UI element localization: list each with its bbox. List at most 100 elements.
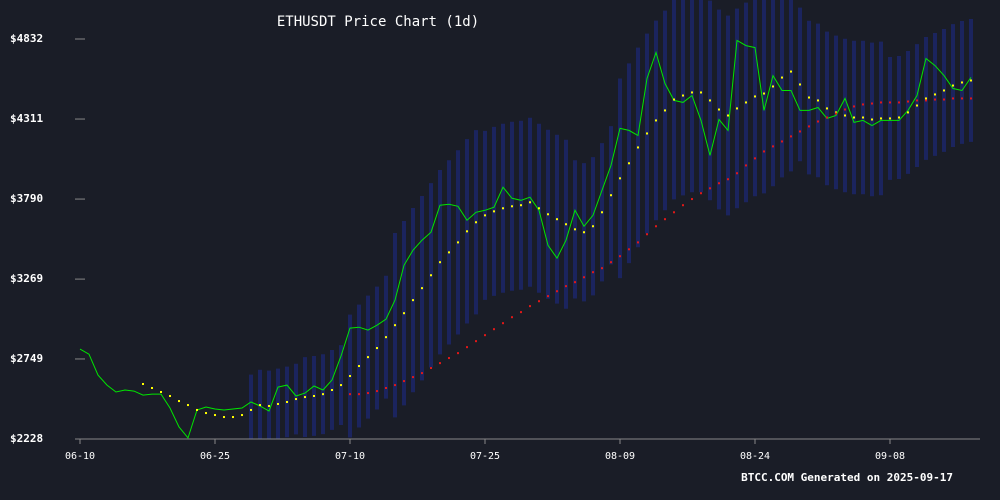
ma-dot bbox=[718, 182, 720, 185]
ma-dot bbox=[826, 107, 828, 110]
ma-dot bbox=[646, 132, 648, 135]
ma-dot bbox=[925, 99, 927, 102]
ma-dot bbox=[421, 372, 423, 375]
ma-dot bbox=[322, 393, 324, 396]
ma-dot bbox=[898, 116, 900, 119]
ma-dot bbox=[637, 241, 639, 244]
ma-dot bbox=[412, 376, 414, 379]
ma-dot bbox=[466, 230, 468, 233]
ma-dot bbox=[754, 95, 756, 98]
ma-dot bbox=[952, 97, 954, 100]
ma-dot bbox=[853, 105, 855, 108]
ma-dot bbox=[808, 96, 810, 99]
ma-dot bbox=[835, 112, 837, 115]
y-tick-label: $4832 bbox=[10, 32, 43, 45]
ma-dot bbox=[142, 383, 144, 386]
ma-dot bbox=[700, 192, 702, 195]
ma-dot bbox=[403, 380, 405, 383]
ma-dot bbox=[556, 290, 558, 293]
ma-dot bbox=[376, 390, 378, 393]
ma-dot bbox=[277, 402, 279, 405]
ma-dot bbox=[223, 416, 225, 419]
ma-dot bbox=[466, 346, 468, 349]
ma-dot bbox=[394, 384, 396, 387]
ma-dot bbox=[430, 274, 432, 277]
ma-dot bbox=[457, 352, 459, 355]
ma-dot bbox=[304, 396, 306, 399]
ma-dot bbox=[268, 404, 270, 407]
ma-dot bbox=[529, 201, 531, 204]
ma-dot bbox=[367, 392, 369, 395]
ma-dot bbox=[583, 231, 585, 234]
ma-dot bbox=[493, 328, 495, 331]
ma-dot bbox=[160, 390, 162, 393]
ma-dot bbox=[214, 414, 216, 417]
ma-dot bbox=[727, 178, 729, 181]
ma-dot bbox=[439, 362, 441, 365]
ma-dot bbox=[772, 85, 774, 88]
ma-dot bbox=[817, 99, 819, 102]
ma-dot bbox=[970, 79, 972, 82]
ma-dot bbox=[745, 101, 747, 104]
ma-dot bbox=[745, 164, 747, 167]
ma-dot bbox=[619, 177, 621, 180]
ma-dot bbox=[385, 387, 387, 390]
ma-dot bbox=[187, 404, 189, 407]
ma-dot bbox=[835, 111, 837, 114]
ma-dot bbox=[961, 97, 963, 100]
ma-dot bbox=[691, 91, 693, 94]
ma-dot bbox=[484, 214, 486, 217]
x-tick-label: 06-10 bbox=[65, 451, 95, 462]
ma-dot bbox=[790, 70, 792, 73]
ma-dot bbox=[907, 111, 909, 114]
y-tick-label: $2228 bbox=[10, 432, 43, 445]
ma-dot bbox=[511, 205, 513, 208]
ma-dot bbox=[682, 94, 684, 97]
ma-dot bbox=[790, 135, 792, 138]
ma-dot bbox=[961, 81, 963, 84]
x-tick-label: 08-24 bbox=[740, 451, 770, 462]
ma-dot bbox=[448, 251, 450, 254]
y-tick-label: $2749 bbox=[10, 352, 43, 365]
ma-dot bbox=[412, 299, 414, 302]
ma-dot bbox=[826, 116, 828, 119]
ma-dot bbox=[682, 204, 684, 207]
x-tick-label: 07-10 bbox=[335, 451, 365, 462]
ma-dot bbox=[331, 388, 333, 391]
ma-dot bbox=[439, 261, 441, 264]
ma-dot bbox=[601, 267, 603, 270]
ma-dot bbox=[250, 408, 252, 411]
ma-dot bbox=[889, 101, 891, 104]
ma-dot bbox=[934, 98, 936, 101]
ma-dot bbox=[637, 146, 639, 149]
ma-dot bbox=[430, 367, 432, 370]
ma-dot bbox=[799, 83, 801, 86]
ma-dot bbox=[421, 287, 423, 290]
price-line bbox=[79, 39, 972, 439]
ma-dot bbox=[673, 98, 675, 101]
ma-dot bbox=[943, 98, 945, 101]
ma-dot bbox=[880, 101, 882, 104]
ma-dot bbox=[880, 117, 882, 120]
ma-dot bbox=[457, 241, 459, 244]
ma-dot bbox=[349, 375, 351, 378]
ma-dot bbox=[475, 340, 477, 343]
ma-dot bbox=[871, 118, 873, 121]
ma-dot bbox=[178, 400, 180, 403]
y-tick-label: $3269 bbox=[10, 272, 43, 285]
ma-dot bbox=[943, 89, 945, 92]
ma-dot bbox=[538, 300, 540, 303]
ma-dot bbox=[556, 218, 558, 221]
ma-dot bbox=[502, 207, 504, 210]
ma-dot bbox=[205, 412, 207, 415]
y-tick-label: $3790 bbox=[10, 192, 43, 205]
ma-dot bbox=[700, 91, 702, 94]
ma-dot bbox=[547, 295, 549, 298]
ma-dot bbox=[916, 104, 918, 107]
ma-dot bbox=[601, 211, 603, 214]
ma-dot bbox=[367, 356, 369, 359]
ma-dot bbox=[394, 324, 396, 327]
ma-dot bbox=[151, 387, 153, 390]
ma-dot bbox=[340, 384, 342, 387]
